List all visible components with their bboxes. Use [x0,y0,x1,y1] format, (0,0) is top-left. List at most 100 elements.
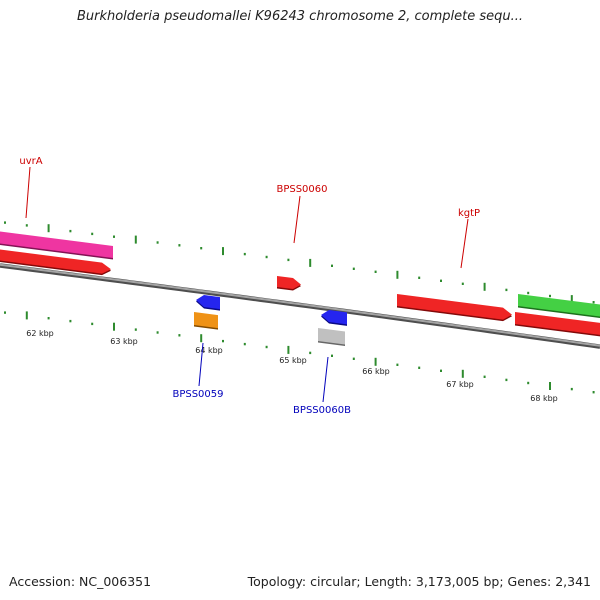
upper-minor-tick [91,232,94,236]
upper-minor-tick [25,224,28,227]
lower-minor-tick [156,331,159,334]
lower-major-tick [461,369,464,378]
upper-major-tick [47,224,50,233]
lower-minor-tick [440,369,442,372]
upper-tick-ring [4,221,595,304]
upper-minor-tick [4,221,6,224]
lower-minor-tick [505,378,508,382]
upper-minor-tick [243,252,246,256]
backbone [0,263,600,349]
upper-minor-tick [374,270,377,273]
lower-major-tick [200,334,203,343]
lower-major-tick [374,357,377,366]
gene-highlight [318,328,345,345]
upper-minor-tick [549,294,551,298]
gene-red-right[interactable] [515,312,600,337]
lower-major-tick [549,382,551,390]
tick-label: 65 kbp [279,356,307,365]
lower-minor-tick [396,363,399,366]
lower-tick-ring: 62 kbp 63 kbp 64 kbp 65 kbp 66 kbp 67 kbp 68 k… [4,311,595,403]
gene-label[interactable]: BPSS0060 [276,184,327,195]
gene-body [321,310,347,325]
upper-major-tick [134,235,137,244]
upper-minor-tick [156,241,159,244]
gene-BPSS0060[interactable] [277,276,301,291]
upper-major-tick [483,282,486,291]
gene-uvrA-lower[interactable] [0,249,111,276]
gene-BPSS0059-blue[interactable] [196,295,220,311]
label-leader-line [25,166,31,219]
gene-highlight [515,312,600,335]
backbone-shadow [0,263,600,349]
tick-label: 68 kbp [530,394,558,403]
gene-body [277,276,301,290]
gene-green-gene[interactable] [518,294,600,319]
gene-highlight [397,294,512,320]
upper-minor-tick [200,247,203,250]
lower-minor-tick [592,391,595,394]
lower-minor-tick [265,345,268,349]
gene-label[interactable]: BPSS0060B [293,405,351,416]
gene-label[interactable]: kgtP [458,208,480,219]
lower-minor-tick [483,375,486,378]
gene-highlight [194,312,218,329]
lower-minor-tick [178,334,181,337]
upper-major-tick [396,270,399,279]
lower-minor-tick [352,357,355,360]
lower-major-tick [287,345,290,354]
tick-label: 64 kbp [195,346,223,355]
gene-uvrA-upper[interactable] [0,231,113,260]
gene-body [196,295,220,310]
gene-label[interactable]: uvrA [19,156,42,167]
gene-body [0,231,113,258]
lower-minor-tick [243,342,246,346]
gene-body [518,294,600,317]
upper-minor-tick [69,229,72,233]
upper-major-tick [222,247,224,256]
gene-highlight [0,249,111,274]
lower-minor-tick [570,387,573,391]
gene-body [194,312,218,329]
label-leader-line [198,342,204,387]
backbone-line [0,263,600,347]
lower-major-tick [113,322,115,331]
sequence-title: Burkholderia pseudomallei K96243 chromos… [76,9,524,24]
lower-minor-tick [527,381,530,385]
accession-text: Accession: NC_006351 [9,574,152,589]
upper-minor-tick [331,264,333,267]
gene-label[interactable]: BPSS0059 [172,389,223,400]
gene-BPSS0060B-gray[interactable] [318,328,345,346]
lower-major-tick [25,311,28,320]
gene-kgtP-red[interactable] [397,294,512,322]
upper-minor-tick [418,276,421,279]
gene-body [397,294,512,320]
gene-highlight [0,231,113,258]
gene-BPSS0059-orange[interactable] [194,312,218,330]
upper-minor-tick [113,235,115,238]
upper-minor-tick [461,282,464,285]
gene-highlight [321,310,347,325]
lower-minor-tick [222,339,224,343]
gene-BPSS0060B-blue[interactable] [321,310,347,326]
upper-major-tick [309,258,312,267]
gene-body [515,312,600,335]
label-leader-line [460,218,469,269]
label-leader-line [293,195,301,244]
label-leader-line [322,356,329,403]
tick-label: 66 kbp [362,367,390,376]
lower-minor-tick [47,317,50,320]
lower-minor-tick [309,351,312,355]
upper-minor-tick [527,291,530,295]
gene-labels: uvrA BPSS0060 kgtP BPSS0059 BPSS0060B [19,156,480,416]
lower-minor-tick [91,322,94,326]
lower-minor-tick [69,319,72,323]
tick-label: 62 kbp [26,329,54,338]
gene-highlight [518,294,600,317]
gene-body [318,328,345,345]
upper-minor-tick [505,288,508,292]
upper-major-tick [570,295,573,304]
gene-highlight [277,276,301,290]
lower-minor-tick [331,354,333,357]
